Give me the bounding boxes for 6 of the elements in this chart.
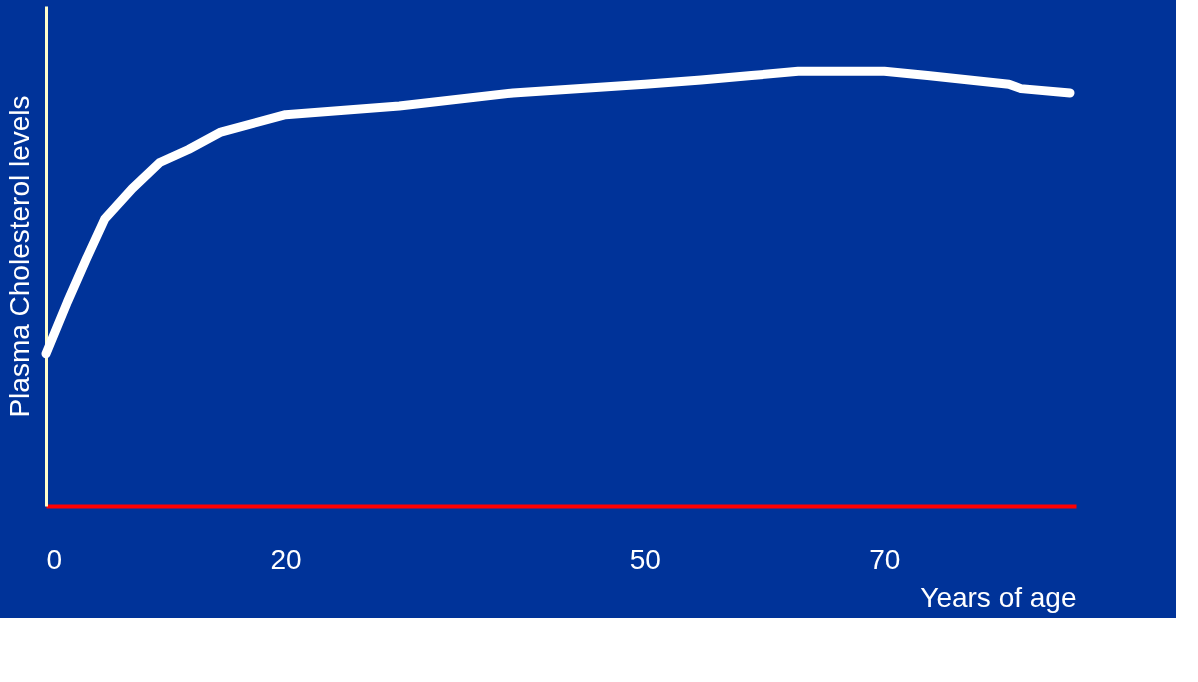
x-tick-label: 70 <box>869 543 901 575</box>
x-tick-label: 0 <box>46 543 63 575</box>
x-axis-title: Years of age <box>920 581 1077 613</box>
y-axis-title: Plasma Cholesterol levels <box>3 95 35 418</box>
x-tick-label: 50 <box>629 543 661 575</box>
x-tick-label: 20 <box>270 543 302 575</box>
